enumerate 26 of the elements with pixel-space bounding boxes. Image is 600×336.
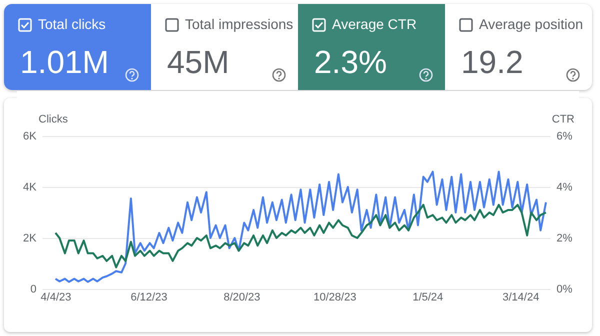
category-label: Average CTR — [332, 16, 417, 32]
text: 2.3% — [314, 44, 387, 80]
category-label: Total clicks — [38, 16, 106, 32]
x-tick-label: 8/20/23 — [224, 292, 260, 304]
y-tick-label: 0 — [30, 284, 36, 296]
category-label: Average position — [479, 16, 584, 32]
x-tick-label: 6/12/23 — [130, 292, 168, 304]
line-series — [54, 170, 547, 283]
x-tick-label: 1/5/24 — [412, 292, 444, 304]
y-tick-label: 4K — [23, 182, 38, 194]
y2-axis-title: CTR — [552, 114, 575, 126]
x-tick-label: 4/4/23 — [40, 292, 72, 304]
text: 19.2 — [461, 44, 524, 80]
text: 1.01M — [20, 44, 109, 80]
y-tick-label: 6K — [23, 130, 38, 142]
category-label: Total impressions — [185, 16, 294, 32]
text: 45M — [167, 44, 230, 80]
y2-tick-label: 4% — [556, 182, 573, 194]
y-axis-title: Clicks — [38, 114, 68, 126]
y2-tick-label: 0% — [556, 284, 573, 296]
y2-tick-label: 2% — [556, 232, 573, 244]
x-tick-label: 10/28/23 — [313, 292, 356, 304]
y2-tick-label: 6% — [556, 130, 573, 142]
line-series — [54, 204, 547, 268]
y-tick-label: 2K — [23, 232, 38, 244]
x-tick-label: 3/14/24 — [502, 292, 540, 304]
